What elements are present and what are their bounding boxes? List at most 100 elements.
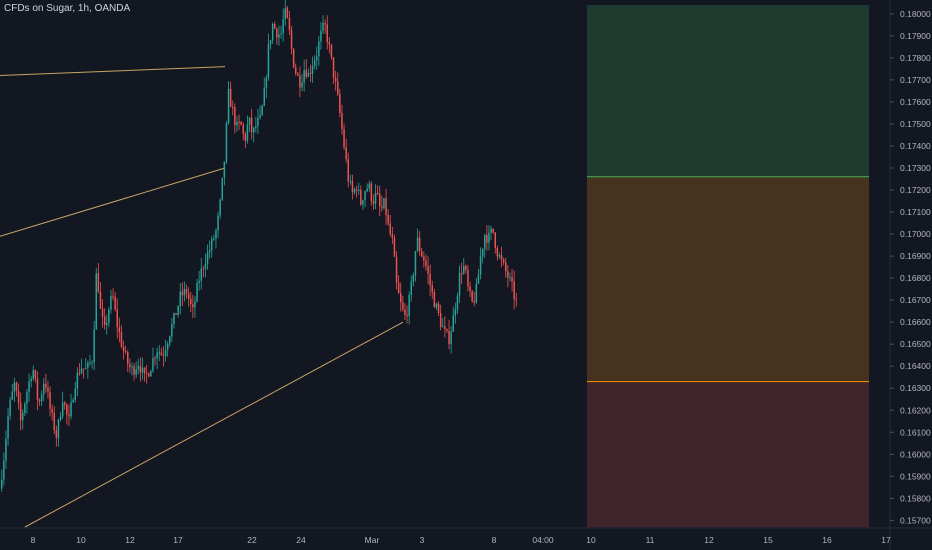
candle-body — [91, 362, 93, 364]
candle — [244, 131, 247, 148]
candle — [305, 58, 307, 79]
candle-body — [124, 350, 127, 353]
candle — [57, 418, 60, 447]
candle-body — [349, 181, 352, 183]
candle-body — [80, 368, 83, 374]
candle-body — [393, 237, 396, 257]
candle-body — [320, 30, 322, 42]
candle — [290, 25, 293, 55]
candle — [362, 199, 364, 210]
candle-body — [297, 73, 299, 76]
candle-body — [332, 57, 335, 78]
candle-body — [87, 362, 89, 369]
candle — [28, 373, 30, 402]
candle-body — [7, 415, 9, 439]
candle — [49, 386, 51, 417]
x-tick-label: 10 — [586, 535, 596, 545]
candle-body — [345, 147, 347, 160]
y-tick-label: 0.17900 — [900, 31, 931, 41]
trendline-2[interactable] — [0, 167, 226, 237]
x-tick-label: 22 — [247, 535, 257, 545]
y-tick-label: 0.16800 — [900, 273, 931, 283]
candle — [311, 56, 314, 83]
candle — [452, 306, 454, 332]
candle — [332, 57, 335, 85]
candle — [185, 284, 188, 299]
candle-body — [339, 93, 341, 113]
candle — [164, 340, 167, 362]
candle-body — [261, 105, 263, 115]
candle — [85, 357, 87, 370]
candle — [498, 252, 501, 260]
candle — [494, 231, 496, 254]
x-tick-label: 8 — [492, 535, 497, 545]
x-tick-label: 11 — [646, 535, 655, 545]
candle-body — [412, 275, 415, 282]
candle — [200, 258, 202, 290]
candle — [208, 240, 211, 259]
candle — [444, 316, 446, 338]
x-tick-label: 17 — [881, 535, 891, 545]
x-tick-label: Mar — [365, 535, 380, 545]
candle — [13, 377, 16, 402]
candle-body — [263, 87, 265, 106]
candle — [292, 48, 295, 69]
candle-body — [213, 238, 215, 240]
y-tick-label: 0.16200 — [900, 405, 931, 415]
candle-body — [500, 255, 503, 260]
candle-body — [397, 282, 400, 294]
candle-body — [442, 326, 444, 328]
candle-body — [469, 286, 471, 291]
candle — [175, 313, 177, 316]
candle-body — [502, 259, 505, 263]
candle — [9, 396, 11, 420]
candle — [492, 228, 494, 234]
candle-body — [292, 48, 295, 68]
candle — [288, 10, 291, 35]
candle — [72, 397, 74, 404]
candle — [131, 362, 133, 376]
x-tick-label: 24 — [296, 535, 306, 545]
candle-body — [49, 391, 51, 409]
candle-body — [427, 266, 429, 274]
candle-body — [355, 189, 358, 191]
y-tick-label: 0.17700 — [900, 75, 931, 85]
candle-body — [295, 67, 297, 74]
candle-body — [173, 313, 175, 325]
candle-body — [185, 288, 188, 294]
x-tick-label: 3 — [420, 535, 425, 545]
y-tick-label: 0.16700 — [900, 295, 931, 305]
candle — [324, 19, 326, 35]
candle-body — [481, 248, 484, 257]
candle-body — [234, 107, 236, 126]
candle — [106, 314, 108, 335]
candle — [412, 272, 415, 287]
candle — [234, 103, 236, 134]
candle-body — [175, 313, 177, 316]
candle — [410, 275, 412, 302]
candle-body — [322, 23, 324, 31]
y-tick-label: 0.17500 — [900, 119, 931, 129]
candle — [458, 265, 461, 303]
candle-body — [95, 273, 97, 330]
candle-body — [74, 388, 76, 401]
candle-body — [11, 391, 13, 400]
trendline-1[interactable] — [0, 66, 226, 76]
candle — [112, 288, 114, 301]
candle — [5, 430, 7, 469]
candle-body — [309, 72, 312, 74]
candle-body — [5, 438, 7, 461]
candle — [129, 358, 131, 373]
trendline-3[interactable] — [24, 321, 404, 528]
candle — [343, 123, 345, 150]
candle — [418, 230, 421, 256]
candle-body — [334, 77, 337, 82]
candle-body — [158, 352, 160, 354]
candle — [439, 304, 442, 331]
candle — [236, 115, 238, 132]
candle — [76, 367, 79, 397]
candle — [55, 425, 58, 447]
candle — [110, 290, 112, 314]
candle — [465, 264, 467, 274]
